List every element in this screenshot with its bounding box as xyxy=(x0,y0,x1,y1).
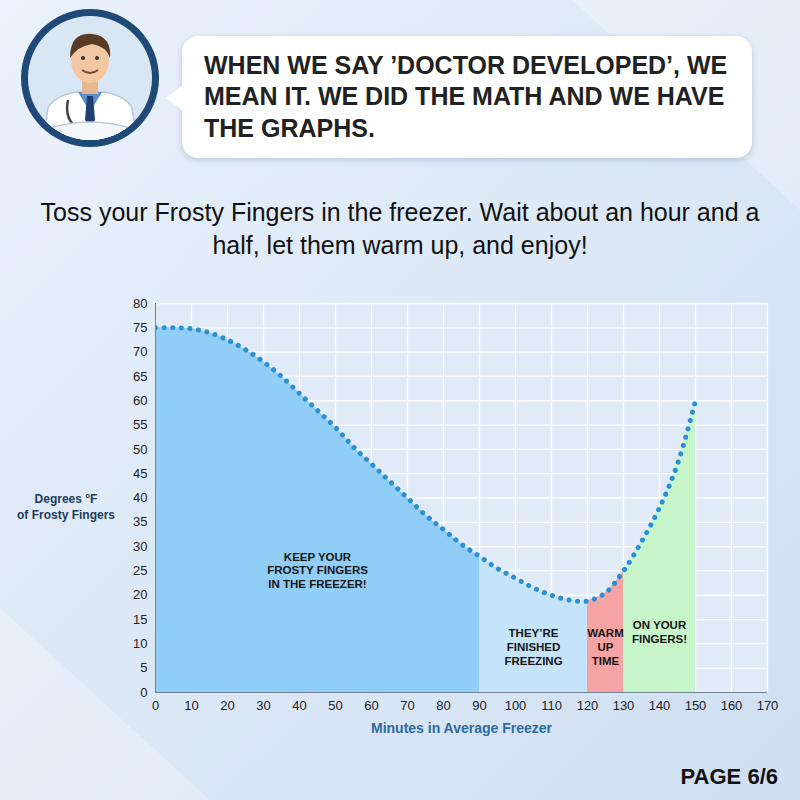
svg-text:40: 40 xyxy=(133,490,147,505)
svg-text:90: 90 xyxy=(472,698,486,713)
svg-text:20: 20 xyxy=(220,698,234,713)
svg-text:160: 160 xyxy=(721,698,743,713)
svg-text:130: 130 xyxy=(613,698,635,713)
svg-text:120: 120 xyxy=(577,698,599,713)
svg-text:80: 80 xyxy=(133,296,147,311)
svg-text:70: 70 xyxy=(400,698,414,713)
svg-text:WARMUPTIME: WARMUPTIME xyxy=(587,627,623,667)
svg-text:65: 65 xyxy=(133,369,147,384)
svg-text:45: 45 xyxy=(133,466,147,481)
svg-text:140: 140 xyxy=(649,698,671,713)
svg-text:Minutes in Average Freezer: Minutes in Average Freezer xyxy=(371,720,553,736)
svg-text:30: 30 xyxy=(133,539,147,554)
svg-text:10: 10 xyxy=(133,636,147,651)
svg-text:60: 60 xyxy=(364,698,378,713)
svg-text:70: 70 xyxy=(133,344,147,359)
svg-text:100: 100 xyxy=(505,698,527,713)
svg-text:60: 60 xyxy=(133,393,147,408)
svg-text:KEEP YOURFROSTY FINGERSIN THE: KEEP YOURFROSTY FINGERSIN THE FREEZER! xyxy=(267,551,368,591)
svg-text:5: 5 xyxy=(140,660,147,675)
html-text:Degrees °F of Frosty Fingers: Degrees °F of Frosty Fingers xyxy=(17,492,115,522)
svg-text:THEY’REFINISHEDFREEZING: THEY’REFINISHEDFREEZING xyxy=(504,627,562,667)
html-text:WHEN WE SAY ’DOCTOR DEVELOPED’: WHEN WE SAY ’DOCTOR DEVELOPED’, WE MEAN … xyxy=(204,51,728,142)
svg-text:75: 75 xyxy=(133,320,147,335)
svg-text:ON YOURFINGERS!: ON YOURFINGERS! xyxy=(632,619,687,645)
svg-text:40: 40 xyxy=(292,698,306,713)
html-text:PAGE 6/6: PAGE 6/6 xyxy=(680,764,778,789)
svg-text:0: 0 xyxy=(140,685,147,700)
svg-text:35: 35 xyxy=(133,514,147,529)
svg-text:30: 30 xyxy=(256,698,270,713)
svg-text:170: 170 xyxy=(757,698,779,713)
svg-text:0: 0 xyxy=(152,698,159,713)
svg-text:55: 55 xyxy=(133,417,147,432)
svg-text:25: 25 xyxy=(133,563,147,578)
html-text:Toss your Frosty Fingers in th: Toss your Frosty Fingers in the freezer.… xyxy=(40,198,760,259)
svg-text:150: 150 xyxy=(685,698,707,713)
svg-text:50: 50 xyxy=(328,698,342,713)
svg-text:80: 80 xyxy=(436,698,450,713)
svg-text:110: 110 xyxy=(541,698,562,713)
svg-text:50: 50 xyxy=(133,442,147,457)
svg-text:20: 20 xyxy=(133,587,147,602)
svg-text:10: 10 xyxy=(184,698,198,713)
svg-text:15: 15 xyxy=(133,612,147,627)
